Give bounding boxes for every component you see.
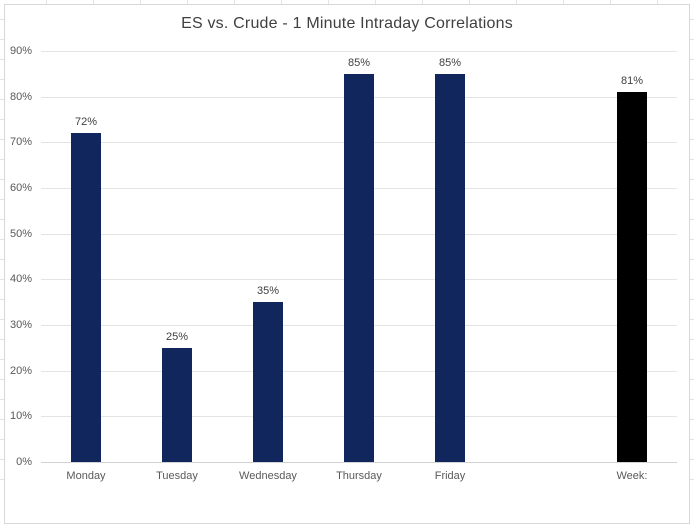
bar-monday[interactable]: [71, 133, 101, 462]
bar-wednesday[interactable]: [253, 302, 283, 462]
x-tick-label: Friday: [434, 470, 466, 482]
y-tick-label: 60%: [9, 182, 32, 194]
bar-tuesday[interactable]: [162, 348, 192, 462]
y-tick-label: 30%: [9, 319, 32, 331]
data-label: 35%: [256, 285, 280, 297]
data-label: 85%: [347, 57, 371, 69]
y-tick-label: 50%: [9, 228, 32, 240]
x-tick-label: Monday: [66, 470, 106, 482]
data-label: 25%: [165, 331, 189, 343]
x-tick-label: Week:: [616, 470, 648, 482]
x-axis-line: [41, 462, 677, 463]
y-tick-label: 40%: [9, 273, 32, 285]
y-tick-label: 10%: [9, 410, 32, 422]
data-label: 72%: [74, 116, 98, 128]
bar-thursday[interactable]: [344, 74, 374, 462]
plot-area: 0% 10% 20% 30% 40% 50% 60% 70% 80% 90% 72% Monday 25…: [5, 5, 689, 523]
y-tick-label: 80%: [9, 91, 32, 103]
y-tick-label: 20%: [9, 365, 32, 377]
y-tick-label: 90%: [9, 45, 32, 57]
y-tick-label: 70%: [9, 136, 32, 148]
gridline: [41, 51, 677, 52]
x-tick-label: Tuesday: [156, 470, 198, 482]
chart-area[interactable]: ES vs. Crude - 1 Minute Intraday Correla…: [4, 4, 690, 524]
x-tick-label: Thursday: [336, 470, 382, 482]
bar-friday[interactable]: [435, 74, 465, 462]
y-tick-label: 0%: [16, 456, 32, 468]
x-tick-label: Wednesday: [239, 470, 297, 482]
data-label: 85%: [438, 57, 462, 69]
chart-title[interactable]: ES vs. Crude - 1 Minute Intraday Correla…: [181, 15, 513, 32]
bar-week[interactable]: [617, 92, 647, 462]
data-label: 81%: [620, 75, 644, 87]
